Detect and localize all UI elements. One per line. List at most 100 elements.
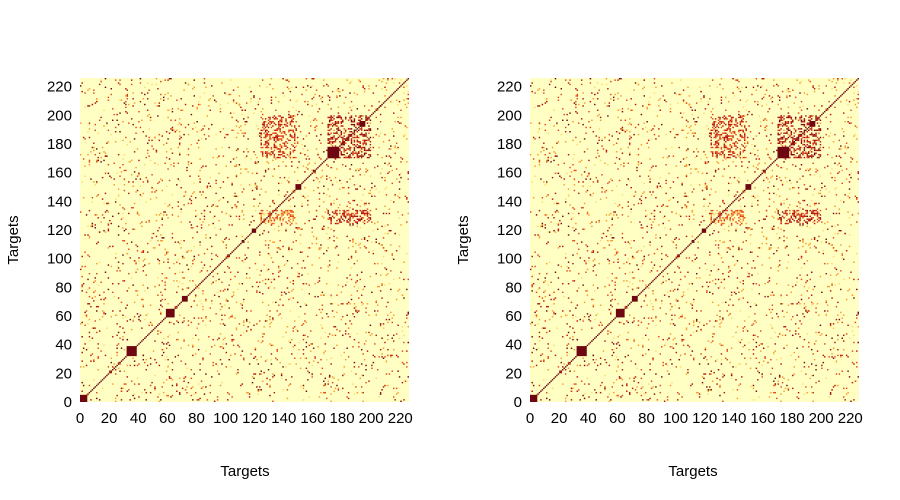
heatmap-cell <box>375 241 377 243</box>
heatmap-cell <box>275 301 277 304</box>
heatmap-cell <box>770 244 772 246</box>
heatmap-cell <box>693 135 695 137</box>
heatmap-cell <box>353 133 356 136</box>
heatmap-cell <box>164 298 166 301</box>
heatmap-cell <box>142 251 145 253</box>
heatmap-cell <box>576 98 579 100</box>
heatmap-cell <box>381 80 383 83</box>
heatmap-cell <box>269 138 271 140</box>
heatmap-cell <box>662 275 664 278</box>
heatmap-cell <box>665 205 667 208</box>
heatmap-cell <box>353 366 356 368</box>
heatmap-cell <box>339 149 341 152</box>
heatmap-cell <box>170 321 172 324</box>
heatmap-cell <box>700 310 702 312</box>
heatmap-cell <box>97 305 99 308</box>
heatmap-cell <box>723 123 726 126</box>
heatmap-cell <box>177 123 179 126</box>
heatmap-cell <box>796 277 798 279</box>
heatmap-cell <box>340 318 343 321</box>
heatmap-cell <box>200 270 203 272</box>
heatmap-cell <box>128 287 130 289</box>
heatmap-cell <box>356 204 359 206</box>
heatmap-cell <box>155 214 158 216</box>
heatmap-cell <box>205 324 207 327</box>
heatmap-cell <box>280 374 283 377</box>
heatmap-cell <box>566 334 568 337</box>
heatmap-cell <box>356 139 359 142</box>
heatmap-cell <box>235 215 238 218</box>
heatmap-cell <box>736 287 739 289</box>
heatmap-cell <box>375 377 377 380</box>
heatmap-cell <box>806 225 809 228</box>
x-axis-label: Targets <box>220 463 269 480</box>
heatmap-cell <box>323 353 325 355</box>
heatmap-cell <box>360 132 363 134</box>
heatmap-cell <box>320 158 322 160</box>
heatmap-cell <box>655 298 657 301</box>
heatmap-cell <box>205 373 207 375</box>
heatmap-cell <box>368 217 370 219</box>
heatmap-cell <box>117 82 120 84</box>
heatmap-cell <box>261 79 264 81</box>
heatmap-cell <box>323 228 325 230</box>
heatmap-cell <box>573 179 576 182</box>
heatmap-cell <box>269 343 271 345</box>
heatmap-cell <box>241 241 244 243</box>
heatmap-cell <box>228 93 230 96</box>
heatmap-cell <box>387 348 389 351</box>
heatmap-cell <box>122 207 124 209</box>
heatmap-cell <box>777 247 779 249</box>
heatmap-cell <box>171 237 174 239</box>
heatmap-cell <box>682 338 685 341</box>
heatmap-cell <box>359 227 361 229</box>
heatmap-cell <box>186 386 188 388</box>
heatmap-cell <box>754 100 756 103</box>
heatmap-cell <box>366 118 369 120</box>
heatmap-cell <box>349 336 351 338</box>
heatmap-cell <box>349 155 351 157</box>
heatmap-cell <box>407 93 409 96</box>
heatmap-cell <box>304 179 306 182</box>
heatmap-cell <box>288 298 290 301</box>
heatmap-cell <box>407 326 409 328</box>
heatmap-cell <box>679 271 682 273</box>
heatmap-cell <box>116 344 118 347</box>
heatmap-cell <box>145 274 147 276</box>
heatmap-cell <box>388 162 391 165</box>
heatmap-cell <box>350 133 353 136</box>
heatmap-cell <box>398 337 401 339</box>
heatmap-cell <box>301 202 303 205</box>
heatmap-cell <box>339 204 341 206</box>
heatmap-cell <box>560 357 563 359</box>
heatmap-cell <box>328 264 331 266</box>
heatmap-cell <box>193 373 196 375</box>
heatmap-cell <box>337 126 340 129</box>
heatmap-cell <box>592 98 595 100</box>
heatmap-cell <box>167 205 169 208</box>
heatmap-cell <box>282 126 284 129</box>
heatmap-cell <box>681 314 683 316</box>
heatmap-cell <box>626 129 628 132</box>
heatmap-cell <box>250 353 252 355</box>
heatmap-cell <box>576 252 579 255</box>
heatmap-cell <box>234 317 236 319</box>
heatmap-cell <box>569 370 571 372</box>
heatmap-cell <box>146 313 149 315</box>
heatmap-cell <box>794 155 797 157</box>
heatmap-cell <box>693 218 695 220</box>
heatmap-cell <box>263 136 265 139</box>
heatmap-cell <box>368 118 370 120</box>
heatmap-cell <box>326 250 328 252</box>
heatmap-cell <box>378 285 380 288</box>
heatmap-cell <box>101 198 104 200</box>
heatmap-cell <box>285 229 287 232</box>
heatmap-cell <box>205 165 207 167</box>
heatmap-cell <box>165 347 168 349</box>
heatmap-cell <box>347 212 350 215</box>
heatmap-cell <box>342 136 344 139</box>
heatmap-cell <box>138 257 140 259</box>
heatmap-cell <box>330 202 332 205</box>
x-tick-label: 0 <box>76 410 84 427</box>
heatmap-cell <box>112 310 114 312</box>
